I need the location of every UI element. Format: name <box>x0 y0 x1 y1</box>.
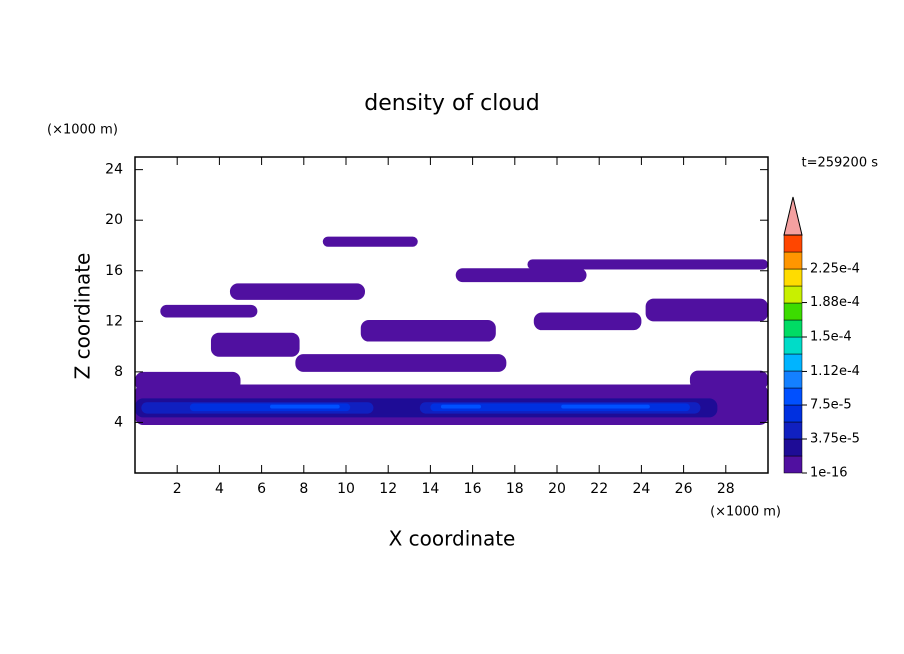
colorbar-band <box>783 319 803 338</box>
contour-region <box>229 283 365 300</box>
contour-region <box>210 332 300 357</box>
contour-region <box>689 370 768 390</box>
colorbar-band <box>783 438 803 457</box>
y-tick-label: 16 <box>105 263 123 279</box>
colorbar-extension <box>783 196 803 236</box>
colorbar-tick-label: 1.88e-4 <box>810 295 860 310</box>
x-tick-label: 28 <box>717 481 735 497</box>
colorbar-tick-label: 3.75e-5 <box>810 432 860 447</box>
x-tick-label: 10 <box>337 481 355 497</box>
x-tick-label: 24 <box>632 481 650 497</box>
x-tick-label: 22 <box>590 481 608 497</box>
colorbar-band <box>783 285 803 304</box>
x-tick-label: 20 <box>548 481 566 497</box>
x-tick-label: 18 <box>506 481 524 497</box>
colorbar-band <box>783 387 803 406</box>
y-unit: (×1000 m) <box>47 123 118 138</box>
colorbar-band <box>783 370 803 389</box>
y-tick-label: 24 <box>105 162 123 178</box>
contour-region <box>135 371 241 391</box>
x-tick-label: 14 <box>421 481 439 497</box>
contour-region <box>645 298 768 322</box>
plot-frame <box>134 156 769 474</box>
contour-region <box>455 268 587 283</box>
colorbar-band <box>783 404 803 423</box>
colorbar-band <box>783 336 803 355</box>
colorbar-tick-label: 7.5e-5 <box>810 398 852 413</box>
colorbar-band <box>783 353 803 372</box>
contour-region <box>561 404 650 409</box>
colorbar-band <box>783 302 803 321</box>
time-annotation: t=259200 s <box>801 156 878 171</box>
colorbar-tick-label: 1.5e-4 <box>810 330 852 345</box>
colorbar-tick-label: 1.12e-4 <box>810 364 860 379</box>
y-tick-label: 8 <box>114 364 123 380</box>
contour-region <box>440 404 482 409</box>
contour-region <box>527 259 768 270</box>
x-tick-label: 16 <box>464 481 482 497</box>
x-tick-label: 26 <box>675 481 693 497</box>
x-tick-label: 6 <box>257 481 266 497</box>
contour-region <box>322 236 418 247</box>
contour-region <box>160 304 258 318</box>
contour-region <box>270 404 340 409</box>
y-tick-label: 20 <box>105 212 123 228</box>
colorbar-tick-label: 1e-16 <box>810 466 848 481</box>
contour-region <box>295 354 507 372</box>
colorbar-band <box>783 234 803 253</box>
x-tick-label: 2 <box>173 481 182 497</box>
x-tick-label: 12 <box>379 481 397 497</box>
y-tick-label: 4 <box>114 414 123 430</box>
colorbar-band <box>783 268 803 287</box>
colorbar-tick-label: 2.25e-4 <box>810 262 860 277</box>
x-unit: (×1000 m) <box>710 505 781 520</box>
x-tick-label: 8 <box>299 481 308 497</box>
colorbar-band <box>783 421 803 440</box>
contour-region <box>533 312 642 331</box>
y-axis-label: Z coordinate <box>71 253 95 380</box>
y-tick-label: 12 <box>105 313 123 329</box>
chart-title: density of cloud <box>364 91 539 116</box>
colorbar-band <box>783 251 803 270</box>
contour-region <box>360 320 496 342</box>
x-tick-label: 4 <box>215 481 224 497</box>
colorbar-band <box>783 455 803 474</box>
x-axis-label: X coordinate <box>389 527 516 551</box>
